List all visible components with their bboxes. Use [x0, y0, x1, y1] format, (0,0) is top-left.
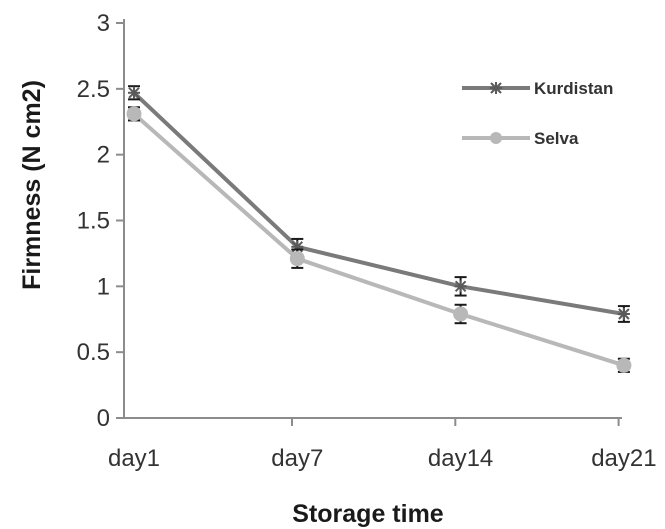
data-point: [616, 357, 632, 373]
data-point: [128, 86, 140, 99]
series-line: [132, 112, 625, 368]
legend-label: Selva: [534, 129, 579, 148]
legend-item-selva: Selva: [462, 129, 579, 148]
y-axis-title: Firmness (N cm2): [18, 80, 46, 290]
data-point: [289, 251, 305, 267]
y-tick-label: 1.5: [77, 208, 110, 235]
y-axis-ticks: 0 0.5 1 1.5 2 2.5 3: [77, 10, 124, 432]
x-tick-label: day1: [108, 445, 160, 472]
marker-stroke: [454, 280, 467, 293]
x-axis-ticks: day1 day7 day14 day21: [108, 418, 657, 472]
legend-label: Kurdistan: [534, 79, 613, 98]
data-point: [617, 307, 630, 320]
x-tick-label: day21: [591, 445, 656, 472]
y-tick-label: 1: [97, 273, 110, 300]
legend-marker: [490, 82, 502, 94]
marker-stroke: [618, 308, 630, 320]
data-point: [453, 306, 469, 322]
plot-area: [126, 85, 632, 373]
series-selva: [126, 106, 632, 373]
data-point: [126, 106, 142, 122]
x-tick-label: day7: [271, 445, 323, 472]
legend: Kurdistan Selva: [462, 79, 613, 148]
series-line: [132, 91, 625, 316]
marker-stroke: [128, 87, 140, 99]
y-tick-label: 3: [97, 10, 110, 37]
y-tick-label: 0.5: [77, 339, 110, 366]
data-point: [454, 280, 467, 293]
y-tick-label: 0: [97, 405, 110, 432]
legend-marker: [490, 132, 502, 144]
y-tick-label: 2: [97, 142, 110, 169]
marker-stroke: [490, 82, 502, 94]
x-tick-label: day14: [428, 445, 493, 472]
y-tick-label: 2.5: [77, 76, 110, 103]
x-axis-title: Storage time: [292, 500, 444, 528]
legend-item-kurdistan: Kurdistan: [462, 79, 613, 98]
